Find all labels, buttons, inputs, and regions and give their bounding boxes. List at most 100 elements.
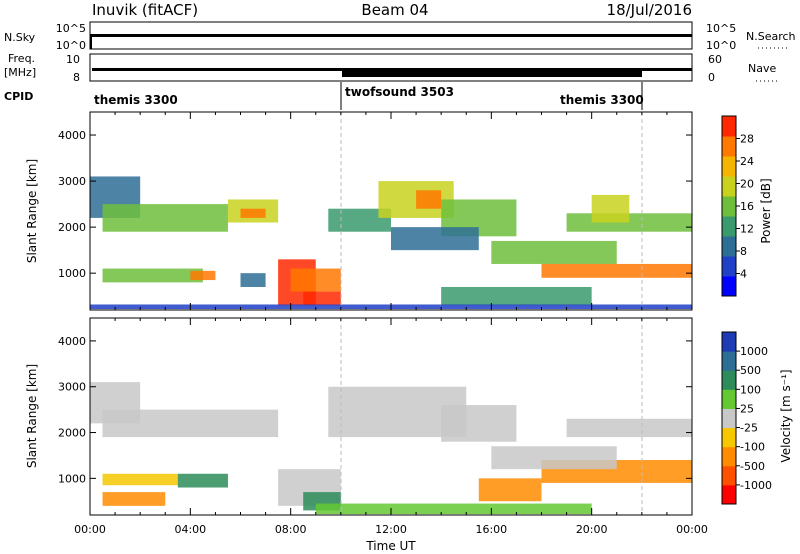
- colorbar-swatch: [722, 484, 736, 505]
- colorbar-tick-label: 8: [740, 245, 747, 258]
- nsky-tick-top: 10^5: [56, 22, 86, 35]
- nsky-trace-start: [90, 34, 92, 49]
- nave-block: [342, 68, 642, 77]
- colorbar-swatch: [722, 389, 736, 409]
- velocity-scatter-band: [315, 503, 592, 515]
- cpid-segment-3: themis 3300: [560, 93, 644, 107]
- cpid-label: CPID: [4, 90, 33, 103]
- colorbar-tick-label: 500: [740, 364, 761, 377]
- power-ylabel: Slant Range [km]: [25, 159, 39, 263]
- colorbar-swatch: [722, 196, 736, 217]
- colorbar-swatch: [722, 446, 736, 467]
- x-tick-label: 20:00: [576, 523, 608, 536]
- y-tick-label: 3000: [58, 175, 86, 188]
- freq-tick-bottom: 8: [73, 71, 80, 84]
- velocity-data: [90, 382, 692, 515]
- x-tick-label: 08:00: [275, 523, 307, 536]
- power-scatter-band: [102, 268, 203, 283]
- power-colorbar: 4 8 12 16 20 24 28: [721, 115, 754, 297]
- power-scatter-band: [290, 268, 341, 292]
- velocity-scatter-band: [478, 478, 542, 502]
- freq-label: Freq.: [8, 52, 35, 65]
- velocity-colorbar-label: Velocity [m s⁻¹]: [779, 369, 793, 462]
- power-colorbar-label: Power [dB]: [759, 178, 773, 243]
- power-scatter-band: [190, 270, 216, 281]
- colorbar-tick-label: 1000: [740, 345, 768, 358]
- beam-title: Beam 04: [361, 1, 428, 19]
- colorbar-tick-label: -500: [740, 460, 765, 473]
- freq-strip-frame: [89, 53, 693, 82]
- y-tick-label: 2000: [58, 221, 86, 234]
- colorbar-swatch: [722, 216, 736, 237]
- nsky-strip: N.Sky 10^5 10^0 10^5 10^0 N.Search: [4, 21, 796, 52]
- cpid-strip: CPID themis 3300 twofsound 3503 themis 3…: [4, 82, 644, 110]
- velocity-scatter-band: [441, 405, 517, 442]
- colorbar-swatch: [722, 276, 736, 297]
- date-title: 18/Jul/2016: [607, 1, 692, 19]
- y-tick-label: 1000: [58, 472, 86, 485]
- nave-tick-bottom: 0: [708, 71, 715, 84]
- nsearch-label: N.Search: [746, 30, 796, 43]
- power-scatter-band: [491, 240, 617, 264]
- nsky-label: N.Sky: [4, 31, 36, 44]
- y-tick-label: 4000: [58, 335, 86, 348]
- colorbar-swatch: [722, 156, 736, 177]
- velocity-y-axis: 1000 2000 3000 4000: [58, 335, 692, 485]
- colorbar-tick-label: 12: [740, 223, 754, 236]
- power-scatter-band: [416, 190, 442, 209]
- power-data: [90, 176, 692, 310]
- power-scatter-band: [102, 204, 228, 232]
- station-title: Inuvik (fitACF): [92, 1, 198, 19]
- colorbar-tick-label: 100: [740, 383, 761, 396]
- nave-label: Nave: [748, 62, 776, 75]
- x-tick-label: 12:00: [375, 523, 407, 536]
- colorbar-swatch: [722, 256, 736, 277]
- colorbar-tick-label: 25: [740, 402, 754, 415]
- colorbar-swatch: [722, 116, 736, 137]
- y-tick-label: 1000: [58, 267, 86, 280]
- colorbar-tick-label: -100: [740, 441, 765, 454]
- x-tick-label: 04:00: [174, 523, 206, 536]
- colorbar-tick-label: 16: [740, 200, 754, 213]
- colorbar-tick-label: 28: [740, 133, 754, 146]
- velocity-scatter-band: [177, 473, 228, 488]
- colorbar-tick-label: -25: [740, 422, 758, 435]
- colorbar-tick-label: 4: [740, 268, 747, 281]
- colorbar-swatch: [722, 351, 736, 371]
- nave-tick-top: 60: [708, 53, 722, 66]
- colorbar-frame: [721, 331, 737, 505]
- power-panel: 1000 2000 3000 4000 Slant Range [km] 4 8 12 16…: [25, 111, 773, 311]
- y-tick-label: 2000: [58, 427, 86, 440]
- velocity-colorbar: 1000 500 100 25 -25 -100 -500 -1000: [721, 331, 772, 505]
- power-scatter-band: [240, 273, 266, 287]
- velocity-panel: 1000 2000 3000 4000 00:00 04:00 08:00 12:00 16:…: [25, 317, 793, 553]
- velocity-scatter-band: [102, 473, 178, 486]
- x-tick-label: 00:00: [74, 523, 106, 536]
- x-tick-label: 16:00: [475, 523, 507, 536]
- power-scatter-band: [328, 208, 391, 232]
- freq-tick-top: 10: [66, 53, 80, 66]
- power-scatter-band: [541, 263, 692, 278]
- nsearch-tick-top: 10^5: [706, 22, 736, 35]
- velocity-scatter-band: [102, 492, 166, 506]
- colorbar-swatch: [722, 236, 736, 257]
- cpid-segment-1: themis 3300: [94, 93, 178, 107]
- freq-strip: Freq. [MHz] 10 8 60 0 Nave: [4, 52, 778, 84]
- colorbar-tick-label: 24: [740, 155, 754, 168]
- velocity-scatter-band: [102, 409, 279, 438]
- power-scatter-band: [240, 208, 266, 218]
- x-tick-label: 00:00: [676, 523, 708, 536]
- colorbar-swatch: [722, 176, 736, 197]
- colorbar-tick-label: 20: [740, 178, 754, 191]
- nsky-trace: [92, 34, 692, 37]
- power-y-axis: 1000 2000 3000 4000: [58, 129, 692, 280]
- power-x-ticks: [89, 112, 693, 310]
- y-tick-label: 3000: [58, 381, 86, 394]
- velocity-scatter-band: [491, 446, 617, 470]
- cpid-segment-2: twofsound 3503: [345, 85, 454, 99]
- power-scatter-band: [303, 291, 341, 306]
- nsky-tick-bottom: 10^0: [56, 39, 86, 52]
- colorbar-tick-label: -1000: [740, 479, 772, 492]
- velocity-x-axis: 00:00 04:00 08:00 12:00 16:00 20:00 00:00: [74, 318, 708, 536]
